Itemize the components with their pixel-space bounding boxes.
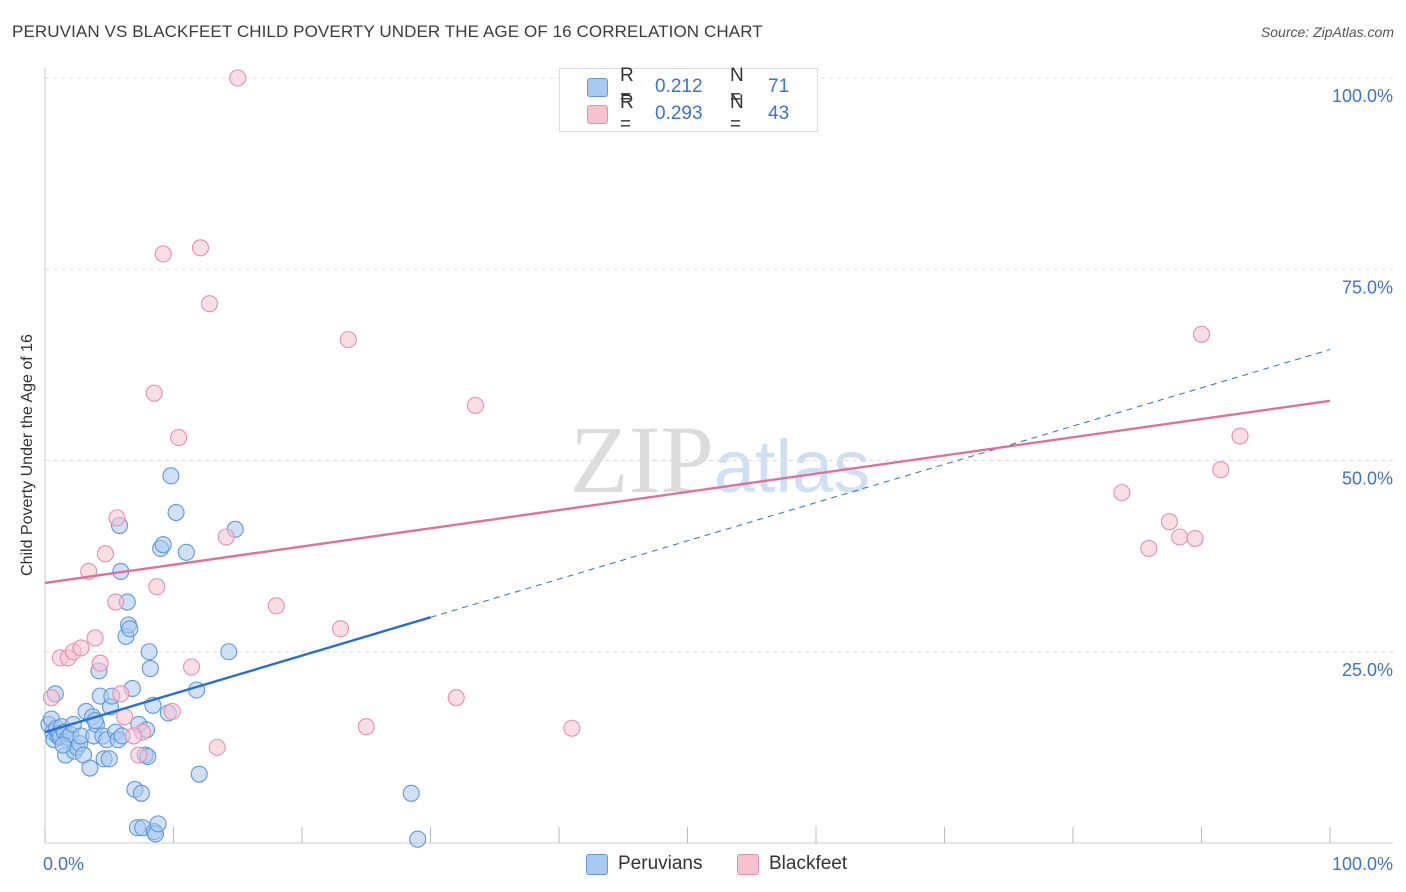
blackfeet-point bbox=[331, 620, 350, 638]
blackfeet-point bbox=[148, 578, 166, 596]
blackfeet-point bbox=[1160, 513, 1178, 531]
y-tick-label: 50.0% bbox=[1342, 469, 1393, 489]
blackfeet-point bbox=[1212, 461, 1230, 479]
bottom-legend-label-blackfeet: Blackfeet bbox=[769, 853, 848, 874]
legend-swatch-blackfeet bbox=[587, 104, 608, 124]
blackfeet-point bbox=[112, 685, 130, 703]
blackfeet-point bbox=[182, 658, 201, 676]
y-tick-label: 100.0% bbox=[1332, 86, 1393, 106]
watermark-atlas: atlas bbox=[714, 425, 870, 508]
blackfeet-point bbox=[86, 629, 104, 647]
blackfeet-point bbox=[96, 545, 114, 563]
peruvians-point bbox=[177, 543, 195, 561]
y-tick-label: 25.0% bbox=[1342, 660, 1393, 680]
bottom-legend-swatch-peruvians bbox=[586, 853, 608, 875]
chart-title: PERUVIAN VS BLACKFEET CHILD POVERTY UNDE… bbox=[12, 22, 763, 41]
blackfeet-point bbox=[1186, 529, 1204, 548]
peruvians-point bbox=[162, 467, 180, 485]
watermark: ZIPatlas bbox=[570, 406, 870, 513]
y-axis-label: Child Poverty Under the Age of 16 bbox=[19, 334, 36, 576]
peruvians-point bbox=[100, 750, 118, 768]
blackfeet-point bbox=[217, 528, 235, 546]
blackfeet-point bbox=[108, 509, 126, 527]
bottom-legend-swatch-blackfeet bbox=[737, 853, 759, 875]
legend-n-label: N = bbox=[730, 92, 744, 135]
blackfeet-point bbox=[447, 689, 465, 707]
legend-r-label: R = bbox=[620, 65, 634, 108]
blackfeet-point bbox=[208, 738, 226, 756]
peruvians-point bbox=[140, 643, 158, 661]
legend-r-label: R = bbox=[620, 92, 634, 135]
blackfeet-point bbox=[163, 702, 181, 720]
blackfeet-point bbox=[1171, 528, 1189, 546]
legend-n-value: 43 bbox=[768, 103, 790, 124]
source-label: Source: ZipAtlas.com bbox=[1260, 24, 1394, 40]
peruvians-point bbox=[190, 765, 208, 783]
data-points bbox=[40, 69, 1249, 848]
x-tick-label: 0.0% bbox=[43, 854, 84, 874]
correlation-legend: R = 0.212 N = 71 R = 0.293 N = 43 bbox=[559, 65, 818, 135]
peruvians-point bbox=[402, 784, 420, 802]
peruvians-point bbox=[121, 620, 139, 638]
tick-labels: 25.0% 50.0% 75.0% 100.0% 0.0% 100.0% bbox=[43, 86, 1393, 874]
blackfeet-point bbox=[107, 593, 125, 611]
peruvians-trend-extension bbox=[430, 349, 1331, 618]
blackfeet-point bbox=[170, 428, 188, 447]
blackfeet-point bbox=[145, 384, 163, 402]
trend-lines bbox=[44, 349, 1331, 734]
blackfeet-point bbox=[229, 69, 247, 87]
blackfeet-point bbox=[130, 746, 148, 764]
bottom-legend-blackfeet: Blackfeet bbox=[737, 852, 847, 876]
blackfeet-point bbox=[1192, 325, 1211, 343]
peruvians-point bbox=[154, 536, 172, 554]
peruvians-point bbox=[81, 759, 99, 777]
peruvians-point bbox=[220, 643, 238, 661]
blackfeet-point bbox=[1231, 427, 1249, 445]
blackfeet-point bbox=[72, 639, 90, 657]
grid-lines bbox=[45, 77, 1393, 653]
peruvians-point bbox=[409, 830, 427, 848]
blackfeet-point bbox=[267, 597, 285, 615]
blackfeet-point bbox=[91, 654, 109, 672]
blackfeet-point bbox=[154, 245, 172, 263]
blackfeet-point bbox=[357, 718, 375, 736]
legend-n-value: 71 bbox=[768, 76, 790, 97]
blackfeet-point bbox=[125, 727, 143, 745]
peruvians-point bbox=[149, 815, 167, 833]
legend-r-value: 0.212 bbox=[655, 76, 703, 97]
blackfeet-point bbox=[563, 719, 581, 737]
peruvians-point bbox=[141, 660, 159, 678]
y-tick-label: 75.0% bbox=[1342, 277, 1393, 297]
blackfeet-point bbox=[200, 295, 219, 313]
blackfeet-trend-line bbox=[44, 399, 1331, 585]
peruvians-point bbox=[132, 784, 150, 802]
blackfeet-point bbox=[1113, 484, 1131, 502]
peruvians-trend-line bbox=[44, 616, 431, 734]
peruvians-point bbox=[54, 736, 72, 754]
blackfeet-point bbox=[1140, 539, 1158, 558]
legend-n-label: N = bbox=[730, 65, 744, 108]
blackfeet-point bbox=[466, 396, 485, 414]
x-tick-label: 100.0% bbox=[1332, 854, 1393, 874]
blackfeet-point bbox=[42, 689, 60, 707]
legend-swatch-peruvians bbox=[587, 77, 608, 97]
series-blackfeet bbox=[42, 69, 1249, 764]
peruvians-point bbox=[167, 503, 185, 522]
blackfeet-point bbox=[339, 331, 357, 349]
bottom-legend-label-peruvians: Peruvians bbox=[618, 853, 703, 874]
legend-r-value: 0.293 bbox=[655, 103, 703, 124]
bottom-legend-peruvians: Peruvians bbox=[586, 852, 703, 876]
blackfeet-point bbox=[191, 239, 210, 257]
